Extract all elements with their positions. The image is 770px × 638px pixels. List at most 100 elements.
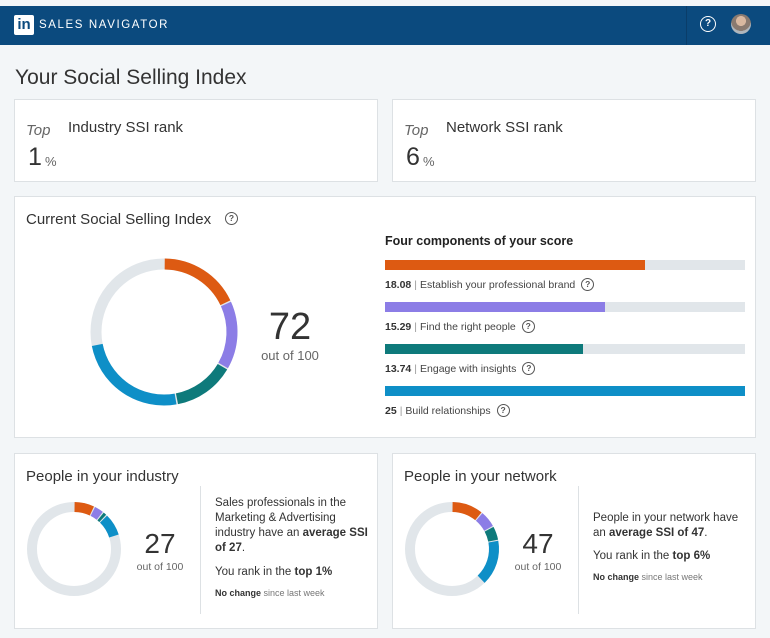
component-name-people: Find the right people bbox=[420, 320, 516, 333]
industry-change-note: No change since last week bbox=[215, 588, 325, 598]
component-name-engage: Engage with insights bbox=[420, 362, 517, 375]
top-navigation-bar: in SALES NAVIGATOR ? bbox=[0, 0, 770, 45]
network-rank-top-label: Top bbox=[404, 122, 429, 139]
component-info-icon-relationships[interactable]: ? bbox=[496, 404, 510, 417]
component-separator: | bbox=[414, 278, 418, 291]
component-name-brand: Establish your professional brand bbox=[420, 278, 576, 291]
component-separator: | bbox=[399, 404, 403, 417]
network-change-bold: No change bbox=[593, 572, 640, 582]
industry-out-of: out of 100 bbox=[136, 561, 184, 573]
page-title: Your Social Selling Index bbox=[15, 66, 247, 89]
component-bar-people bbox=[385, 302, 745, 312]
industry-change-bold: No change bbox=[215, 588, 262, 598]
donut-segment-relationships bbox=[91, 343, 177, 406]
component-label-people: 15.29 | Find the right people ? bbox=[385, 320, 535, 333]
components-title: Four components of your score bbox=[385, 234, 574, 248]
component-bar-fill-relationships bbox=[385, 386, 745, 396]
network-out-of: out of 100 bbox=[514, 561, 562, 573]
donut-segment-relationships bbox=[99, 515, 119, 538]
component-label-brand: 18.08 | Establish your professional bran… bbox=[385, 278, 595, 291]
network-change-note: No change since last week bbox=[593, 572, 703, 582]
network-rank-line: You rank in the top 6% bbox=[593, 549, 753, 564]
component-bar-brand bbox=[385, 260, 745, 270]
current-ssi-title: Current Social Selling Index bbox=[26, 211, 212, 228]
donut-segment-brand bbox=[164, 258, 231, 306]
industry-rank-text: You rank in the bbox=[215, 566, 292, 578]
industry-average-ssi: average SSI of 27 bbox=[215, 527, 368, 554]
donut-segment-engage bbox=[175, 363, 228, 405]
industry-donut bbox=[27, 502, 121, 596]
network-rank-text: You rank in the bbox=[593, 550, 670, 562]
component-value-brand: 18.08 bbox=[385, 278, 412, 291]
component-info-icon-engage[interactable]: ? bbox=[522, 362, 536, 375]
current-ssi-info-icon[interactable]: ? bbox=[225, 212, 238, 225]
component-bar-relationships bbox=[385, 386, 745, 396]
industry-description-text: Sales professionals in the Marketing & A… bbox=[215, 497, 347, 539]
network-rank-bold: top 6% bbox=[672, 550, 711, 562]
industry-description: Sales professionals in the Marketing & A… bbox=[215, 496, 375, 556]
industry-rank-top-label: Top bbox=[26, 122, 51, 139]
component-label-engage: 13.74 | Engage with insights ? bbox=[385, 362, 536, 375]
linkedin-logo-icon: in bbox=[14, 15, 34, 35]
current-ssi-donut bbox=[90, 258, 238, 406]
component-label-relationships: 25 | Build relationships ? bbox=[385, 404, 510, 417]
donut-segment-brand bbox=[74, 502, 94, 516]
component-value-people: 15.29 bbox=[385, 320, 412, 333]
component-separator: | bbox=[414, 362, 418, 375]
industry-rank-unit: % bbox=[45, 154, 57, 169]
current-ssi-score: 72 bbox=[268, 306, 312, 348]
current-ssi-card: Current Social Selling Index ? 72 out of… bbox=[14, 196, 756, 438]
component-info-icon-brand[interactable]: ? bbox=[581, 278, 595, 291]
component-bar-fill-engage bbox=[385, 344, 583, 354]
help-icon[interactable]: ? bbox=[700, 16, 716, 32]
industry-score: 27 bbox=[144, 528, 176, 559]
network-change-text: since last week bbox=[641, 572, 703, 582]
brand-name: SALES NAVIGATOR bbox=[39, 19, 170, 31]
component-bar-fill-brand bbox=[385, 260, 646, 270]
industry-title: People in your industry bbox=[26, 468, 179, 485]
network-description: People in your network have an average S… bbox=[593, 511, 753, 541]
industry-rank-card: Top Industry SSI rank 1 % bbox=[14, 99, 378, 182]
donut-segment-people bbox=[90, 507, 103, 520]
donut-segment-people bbox=[475, 513, 493, 531]
network-description-end: . bbox=[704, 527, 708, 539]
donut-segment-engage bbox=[484, 526, 499, 542]
industry-divider bbox=[200, 486, 201, 614]
current-ssi-donut-segments bbox=[90, 258, 238, 406]
component-separator: | bbox=[414, 320, 418, 333]
component-info-icon-people[interactable]: ? bbox=[521, 320, 535, 333]
component-bar-fill-people bbox=[385, 302, 606, 312]
network-rank-card: Top Network SSI rank 6 % bbox=[392, 99, 756, 182]
current-ssi-out-of: out of 100 bbox=[261, 348, 319, 363]
industry-rank-line: You rank in the top 1% bbox=[215, 565, 375, 580]
donut-segment-engage bbox=[97, 512, 107, 523]
network-rank-unit: % bbox=[423, 154, 435, 169]
avatar[interactable] bbox=[731, 14, 751, 34]
network-donut bbox=[405, 502, 499, 596]
industry-rank-bold: top 1% bbox=[294, 566, 333, 578]
network-rank-value: 6 bbox=[406, 143, 420, 171]
donut-segment-brand bbox=[452, 502, 482, 521]
industry-rank-value: 1 bbox=[28, 143, 42, 171]
network-rank-title: Network SSI rank bbox=[446, 119, 563, 136]
industry-change-text: since last week bbox=[263, 588, 325, 598]
network-score: 47 bbox=[522, 528, 554, 559]
network-divider bbox=[578, 486, 579, 614]
industry-description-end: . bbox=[241, 542, 246, 554]
industry-rank-title: Industry SSI rank bbox=[68, 119, 184, 136]
component-value-relationships: 25 bbox=[385, 404, 397, 417]
donut-track bbox=[27, 502, 121, 596]
brand[interactable]: in SALES NAVIGATOR bbox=[14, 15, 169, 35]
topbar-divider bbox=[686, 6, 687, 45]
network-donut-segments bbox=[405, 502, 499, 596]
network-title: People in your network bbox=[404, 468, 557, 485]
donut-segment-relationships bbox=[477, 540, 499, 583]
component-name-relationships: Build relationships bbox=[405, 404, 491, 417]
industry-card: People in your industry 27 out of 100 Sa… bbox=[14, 453, 378, 629]
component-bar-engage bbox=[385, 344, 745, 354]
network-description-text: People in your network have an bbox=[593, 512, 739, 539]
network-card: People in your network 47 out of 100 Peo… bbox=[392, 453, 756, 629]
industry-donut-segments bbox=[27, 502, 121, 596]
network-average-ssi: average SSI of 47 bbox=[609, 527, 705, 539]
component-value-engage: 13.74 bbox=[385, 362, 412, 375]
